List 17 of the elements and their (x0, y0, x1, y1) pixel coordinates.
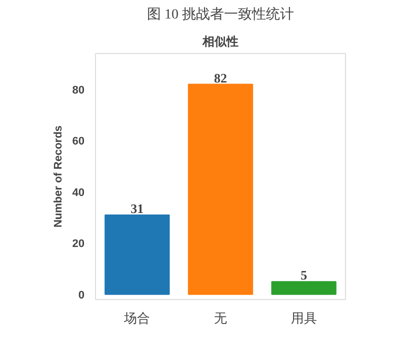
x-tick-label: 用具 (290, 310, 317, 326)
data-label: 82 (214, 70, 227, 86)
y-tick-label: 20 (72, 238, 85, 250)
y-tick-label: 0 (78, 289, 85, 302)
x-tick-label: 无 (214, 310, 227, 326)
chart-subtitle: 相似性 (202, 34, 238, 48)
data-label: 31 (130, 200, 144, 216)
y-tick-label: 40 (72, 186, 85, 199)
bar (104, 214, 170, 295)
bar (271, 281, 336, 295)
bar (188, 84, 254, 295)
y-tick-label: 60 (72, 136, 85, 148)
x-tick-label: 场合 (123, 310, 150, 326)
chart-title: 图 10 挑战者一致性统计 (147, 6, 294, 22)
data-label: 5 (300, 268, 308, 283)
y-axis-title: Number of Records (52, 125, 64, 228)
y-tick-label: 80 (72, 84, 85, 96)
